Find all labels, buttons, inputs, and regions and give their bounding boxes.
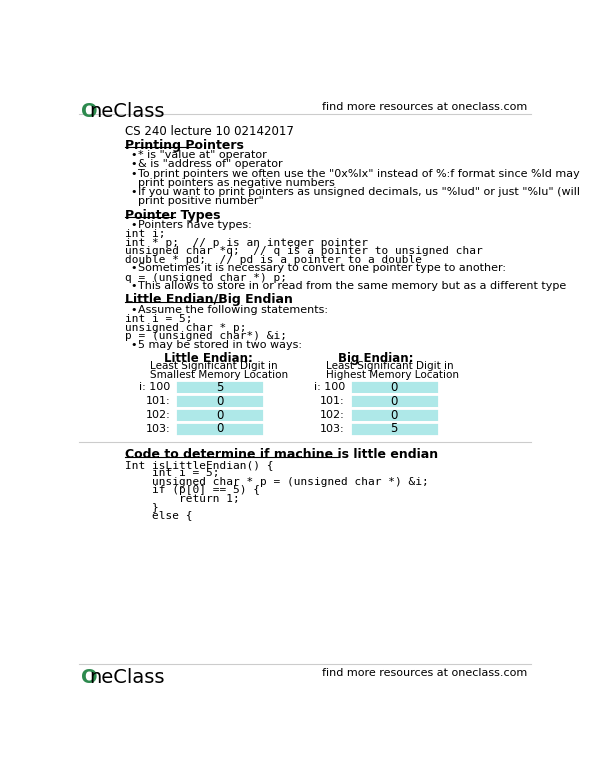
Text: Code to determine if machine is little endian: Code to determine if machine is little e…	[125, 448, 438, 461]
Text: Big Endian:: Big Endian:	[338, 352, 414, 365]
Text: 102:: 102:	[320, 410, 345, 420]
Text: 103:: 103:	[146, 424, 171, 434]
Text: •: •	[130, 169, 137, 179]
Text: •: •	[130, 305, 137, 315]
Text: p = (unsigned char*) &i;: p = (unsigned char*) &i;	[125, 331, 287, 341]
Text: neClass: neClass	[89, 102, 165, 121]
Text: •: •	[130, 159, 137, 169]
Text: unsigned char *q;  // q is a pointer to unsigned char: unsigned char *q; // q is a pointer to u…	[125, 246, 483, 256]
Text: * is "value at" operator: * is "value at" operator	[138, 150, 267, 160]
Text: 101:: 101:	[146, 397, 171, 406]
Bar	[349, 408, 439, 422]
Text: Pointers have types:: Pointers have types:	[138, 220, 252, 230]
Text: Pointer Types: Pointer Types	[125, 209, 220, 222]
Text: •: •	[130, 263, 137, 273]
Text: Least Significant Digit in: Least Significant Digit in	[326, 361, 454, 371]
Text: 5: 5	[216, 381, 223, 393]
Text: int i = 5;: int i = 5;	[125, 468, 219, 478]
Text: return 1;: return 1;	[125, 494, 240, 504]
Text: Sometimes it is necessary to convert one pointer type to another:: Sometimes it is necessary to convert one…	[138, 263, 506, 273]
Text: else {: else {	[125, 511, 192, 521]
Text: i: 100: i: 100	[314, 383, 345, 392]
Text: Smallest Memory Location: Smallest Memory Location	[151, 370, 289, 380]
Text: q = (unsigned char *) p;: q = (unsigned char *) p;	[125, 273, 287, 283]
Text: Int isLittleEndian() {: Int isLittleEndian() {	[125, 460, 273, 470]
Text: if (p[0] == 5) {: if (p[0] == 5) {	[125, 485, 260, 495]
Text: Little Endian:: Little Endian:	[164, 352, 252, 365]
Text: unsigned char * p;: unsigned char * p;	[125, 323, 246, 333]
Text: Least Significant Digit in: Least Significant Digit in	[151, 361, 278, 371]
Text: Little Endian/Big Endian: Little Endian/Big Endian	[125, 293, 293, 306]
Text: 0: 0	[390, 409, 397, 421]
Bar	[175, 422, 264, 436]
Text: print positive number": print positive number"	[138, 196, 264, 206]
Text: int i = 5;: int i = 5;	[125, 314, 192, 324]
Text: & is "address of" operator: & is "address of" operator	[138, 159, 283, 169]
Bar	[175, 380, 264, 394]
Text: unsigned char * p = (unsigned char *) &i;: unsigned char * p = (unsigned char *) &i…	[125, 477, 428, 487]
Text: find more resources at oneclass.com: find more resources at oneclass.com	[322, 102, 528, 112]
Text: O: O	[80, 668, 97, 688]
Text: To print pointers we often use the "0x%lx" instead of %:f format since %ld may: To print pointers we often use the "0x%l…	[138, 169, 580, 179]
Text: double * pd;  // pd is a pointer to a double: double * pd; // pd is a pointer to a dou…	[125, 255, 422, 265]
Text: 101:: 101:	[320, 397, 345, 406]
Text: 0: 0	[390, 395, 397, 407]
Text: 102:: 102:	[146, 410, 171, 420]
Text: CS 240 lecture 10 02142017: CS 240 lecture 10 02142017	[125, 125, 293, 138]
Text: •: •	[130, 150, 137, 160]
Text: 0: 0	[216, 423, 223, 435]
Text: 5: 5	[390, 423, 397, 435]
Text: int i;: int i;	[125, 229, 165, 239]
Text: 0: 0	[390, 381, 397, 393]
Text: If you want to print pointers as unsigned decimals, us "%lud" or just "%lu" (wil: If you want to print pointers as unsigne…	[138, 187, 580, 197]
Bar	[349, 380, 439, 394]
Bar	[175, 408, 264, 422]
Text: •: •	[130, 187, 137, 197]
Bar	[349, 394, 439, 408]
Text: •: •	[130, 281, 137, 291]
Text: This allows to store in or read from the same memory but as a different type: This allows to store in or read from the…	[138, 281, 566, 291]
Bar	[175, 394, 264, 408]
Text: }: }	[125, 502, 158, 512]
Text: Assume the following statements:: Assume the following statements:	[138, 305, 328, 315]
Text: neClass: neClass	[89, 668, 165, 688]
Bar	[349, 422, 439, 436]
Text: int * p;  // p is an integer pointer: int * p; // p is an integer pointer	[125, 238, 368, 248]
Text: 0: 0	[216, 395, 223, 407]
Text: •: •	[130, 220, 137, 230]
Text: •: •	[130, 340, 137, 350]
Text: Highest Memory Location: Highest Memory Location	[326, 370, 459, 380]
Text: 5 may be stored in two ways:: 5 may be stored in two ways:	[138, 340, 302, 350]
Text: 103:: 103:	[320, 424, 345, 434]
Text: O: O	[80, 102, 97, 121]
Text: 0: 0	[216, 409, 223, 421]
Text: i: 100: i: 100	[139, 383, 171, 392]
Text: print pointers as negative numbers: print pointers as negative numbers	[138, 178, 335, 188]
Text: find more resources at oneclass.com: find more resources at oneclass.com	[322, 668, 528, 678]
Text: Printing Pointers: Printing Pointers	[125, 139, 243, 152]
